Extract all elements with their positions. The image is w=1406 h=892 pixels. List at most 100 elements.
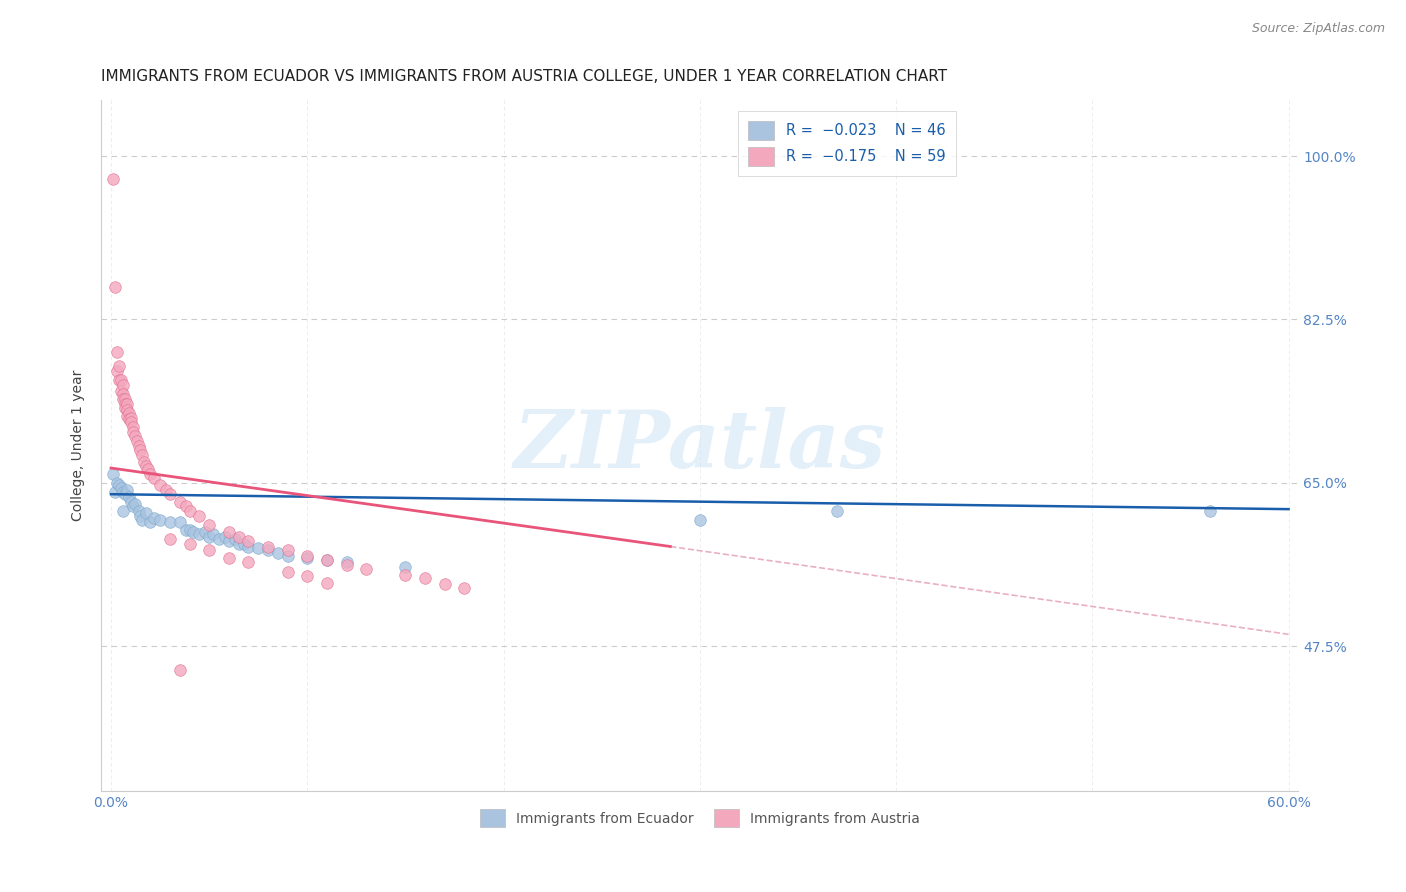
Point [120,410,142,425]
Point [105,475,128,490]
Point [238,555,260,569]
Point [114,487,136,501]
Point [108,359,131,374]
Point [104,485,127,500]
Point [149,478,172,492]
Point [194,524,217,539]
Point [128,504,150,518]
Point [118,412,141,426]
Point [297,549,319,563]
Point [124,429,146,443]
Point [114,392,136,406]
Point [179,504,201,518]
Legend: Immigrants from Ecuador, Immigrants from Austria: Immigrants from Ecuador, Immigrants from… [474,804,925,833]
Point [335,558,357,573]
Point [208,532,231,546]
Point [169,663,191,677]
Point [143,471,166,485]
Point [277,543,299,558]
Point [198,530,221,544]
Point [218,533,240,548]
Point [124,497,146,511]
Point [257,543,280,558]
Point [169,494,191,508]
Point [136,462,159,476]
Point [297,569,319,583]
Point [135,459,157,474]
Point [129,443,152,458]
Point [118,490,141,504]
Point [228,537,250,551]
Point [139,467,162,481]
Point [825,504,848,518]
Point [257,540,280,554]
Point [224,532,246,546]
Point [155,483,177,498]
Point [174,523,197,537]
Point [143,511,166,525]
Point [214,530,236,544]
Point [114,396,136,410]
Point [114,401,136,416]
Point [128,439,150,453]
Point [316,552,339,566]
Point [110,481,132,495]
Point [169,515,191,529]
Point [111,387,134,401]
Point [238,533,260,548]
Point [179,537,201,551]
Point [335,555,357,569]
Point [183,524,205,539]
Point [159,515,181,529]
Text: Source: ZipAtlas.com: Source: ZipAtlas.com [1251,22,1385,36]
Point [238,540,260,554]
Point [105,364,128,378]
Point [202,527,225,541]
Point [139,515,162,529]
Point [149,513,172,527]
Point [131,448,153,462]
Point [101,467,124,481]
Point [125,434,148,448]
Point [316,552,339,566]
Point [101,172,124,186]
Point [121,425,143,439]
Point [129,508,152,523]
Point [115,396,138,410]
Point [394,560,416,574]
Point [159,532,181,546]
Point [188,508,211,523]
Point [267,546,290,560]
Point [453,581,475,595]
Point [179,523,201,537]
Point [135,506,157,520]
Point [413,571,436,585]
Point [228,530,250,544]
Point [104,280,127,294]
Point [105,345,128,359]
Point [111,392,134,406]
Point [120,415,142,429]
Point [198,543,221,558]
Point [394,567,416,582]
Point [121,500,143,514]
Point [354,562,377,576]
Point [233,537,256,551]
Point [110,384,132,399]
Point [134,455,156,469]
Point [277,565,299,579]
Point [689,513,711,527]
Point [121,420,143,434]
Point [111,485,134,500]
Y-axis label: College, Under 1 year: College, Under 1 year [72,370,86,521]
Point [188,527,211,541]
Point [174,500,197,514]
Point [108,373,131,387]
Point [277,549,299,563]
Point [111,377,134,392]
Point [247,541,270,556]
Point [120,494,142,508]
Point [111,504,134,518]
Point [115,403,138,417]
Point [131,513,153,527]
